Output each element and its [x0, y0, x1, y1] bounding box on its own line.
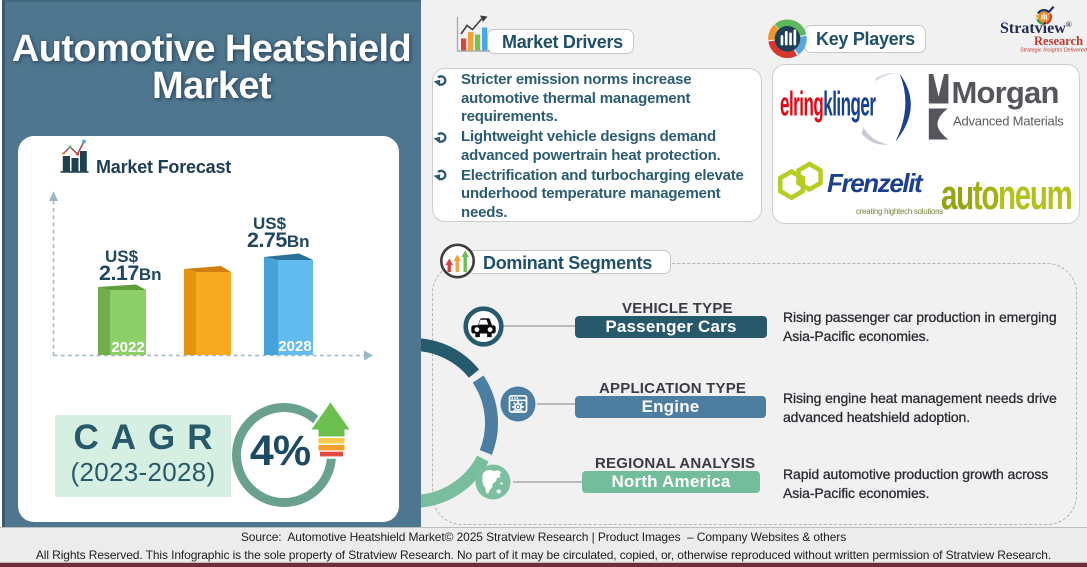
- svg-text:Strategic Insights Delivered: Strategic Insights Delivered: [1020, 48, 1087, 54]
- svg-text:Research: Research: [1034, 34, 1083, 48]
- svg-text:autoneum: autoneum: [941, 171, 1072, 218]
- svg-text:Stratview®: Stratview®: [1000, 20, 1072, 37]
- svg-text:Morgan: Morgan: [952, 75, 1059, 110]
- svg-text:elringklinger: elringklinger: [780, 85, 876, 123]
- svg-text:Frenzelit: Frenzelit: [827, 168, 924, 198]
- svg-text:creating hightech solutions: creating hightech solutions: [856, 207, 943, 216]
- svg-text:Advanced Materials: Advanced Materials: [953, 114, 1064, 129]
